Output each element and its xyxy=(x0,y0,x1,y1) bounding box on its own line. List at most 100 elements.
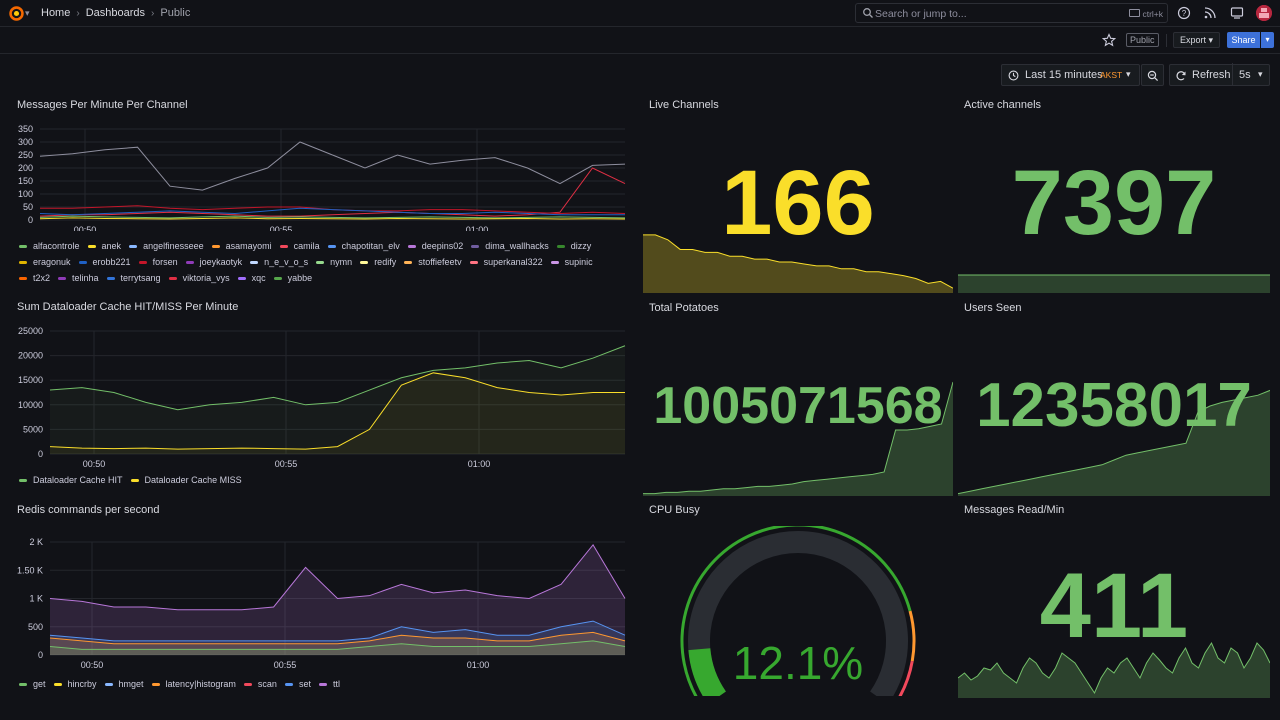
series-line xyxy=(49,640,626,650)
legend-item[interactable]: t2x2 xyxy=(19,270,50,286)
legend-label: forsen xyxy=(152,257,178,267)
refresh-button[interactable]: Refresh 5s ▾ xyxy=(1169,63,1270,86)
gauge-value-arc xyxy=(688,647,727,696)
messages-per-minute-chart[interactable]: 350 300 250 200 150 100 50 0 00:50 00:55 01:00 xyxy=(0,121,632,231)
legend-item[interactable]: telinha xyxy=(58,270,99,286)
share-button[interactable]: Share xyxy=(1227,32,1260,48)
legend-item[interactable]: superkanal322 xyxy=(469,254,543,270)
breadcrumb-home[interactable]: Home xyxy=(41,7,71,19)
legend-item[interactable]: terrytsang xyxy=(106,270,161,286)
legend-item[interactable]: deepins02 xyxy=(407,238,463,254)
panel-title: Total Potatoes xyxy=(649,302,719,314)
legend-item[interactable]: dima_wallhacks xyxy=(471,238,549,254)
x-tick-label: 00:50 xyxy=(74,225,97,231)
legend-label: eragonuk xyxy=(33,257,71,267)
x-tick-label: 01:00 xyxy=(466,225,489,231)
kiosk-mode-icon[interactable] xyxy=(1230,6,1244,20)
legend-item[interactable]: viktoria_vys xyxy=(168,270,230,286)
legend-item[interactable]: stoffiefeetv xyxy=(404,254,462,270)
breadcrumb-dashboards[interactable]: Dashboards xyxy=(85,7,146,19)
x-tick-label: 00:55 xyxy=(274,660,297,670)
legend-swatch xyxy=(106,276,115,280)
legend-item[interactable]: forsen xyxy=(138,254,178,270)
legend-swatch xyxy=(316,260,325,264)
legend-swatch xyxy=(243,682,252,686)
panel-total-potatoes: Total Potatoes 1005071568 xyxy=(643,294,953,496)
legend-label: dima_wallhacks xyxy=(485,241,549,251)
chevron-down-icon[interactable]: ▾ xyxy=(1258,69,1263,79)
legend-swatch xyxy=(19,244,27,248)
menu-toggle-caret-icon[interactable]: ▾ xyxy=(25,8,30,18)
redis-commands-chart[interactable]: 2 K 1.50 K 1 K 500 0 00:50 00:55 01:00 xyxy=(0,534,632,676)
dataloader-cache-chart[interactable]: 25000 20000 15000 10000 5000 0 00:50 00:55 01:00 xyxy=(0,323,632,473)
grafana-logo-icon[interactable] xyxy=(8,5,25,22)
legend-swatch xyxy=(404,260,413,264)
legend-item[interactable]: get xyxy=(19,676,46,692)
legend-item[interactable]: Dataloader Cache MISS xyxy=(130,472,242,488)
rss-icon[interactable] xyxy=(1203,6,1217,20)
sparkline-line xyxy=(958,641,1270,695)
chevron-right-icon: › xyxy=(151,7,155,19)
series-line xyxy=(39,217,626,220)
y-tick-label: 350 xyxy=(18,124,33,134)
legend-item[interactable]: n_e_v_o_s xyxy=(250,254,308,270)
time-range-picker[interactable]: Last 15 minutes AKST ▾ xyxy=(1001,64,1140,86)
avatar[interactable] xyxy=(1256,5,1272,21)
chevron-down-icon: ▾ xyxy=(1265,35,1270,44)
legend-item[interactable]: erobb221 xyxy=(78,254,131,270)
legend-item[interactable]: asamayomi xyxy=(211,238,272,254)
legend-item[interactable]: nymn xyxy=(316,254,352,270)
search-input[interactable]: Search or jump to... ctrl+k xyxy=(855,3,1168,23)
stat-value: 7397 xyxy=(1011,152,1217,254)
legend-item[interactable]: redify xyxy=(360,254,396,270)
y-tick-label: 0 xyxy=(38,650,43,660)
search-shortcut: ctrl+k xyxy=(1142,9,1163,19)
legend-item[interactable]: xqc xyxy=(237,270,266,286)
legend-item[interactable]: hincrby xyxy=(53,676,97,692)
legend-swatch xyxy=(78,260,87,264)
legend-item[interactable]: yabbe xyxy=(273,270,312,286)
y-tick-label: 100 xyxy=(18,189,33,199)
legend-label: camila xyxy=(293,241,320,251)
legend-item[interactable]: eragonuk xyxy=(19,254,71,270)
x-tick-label: 01:00 xyxy=(468,459,491,469)
top-navbar: ▾ Home › Dashboards › Public Search or j… xyxy=(0,0,1280,27)
panel-dataloader-cache: Sum Dataloader Cache HIT/MISS Per Minute… xyxy=(0,293,632,493)
panel-title: Redis commands per second xyxy=(17,504,160,516)
legend-swatch xyxy=(211,244,220,248)
y-tick-label: 500 xyxy=(28,622,43,632)
help-icon[interactable]: ? xyxy=(1177,6,1191,20)
legend-item[interactable]: joeykaotyk xyxy=(185,254,242,270)
legend-label: Dataloader Cache MISS xyxy=(144,475,242,485)
legend-label: asamayomi xyxy=(225,241,272,251)
legend-item[interactable]: dizzy xyxy=(556,238,591,254)
star-icon[interactable] xyxy=(1102,33,1116,47)
legend-item[interactable]: latency|histogram xyxy=(151,676,236,692)
legend-item[interactable]: set xyxy=(284,676,311,692)
stat-value: 1005071568 xyxy=(653,377,943,435)
legend-item[interactable]: Dataloader Cache HIT xyxy=(19,472,123,488)
export-button[interactable]: Export ▾ xyxy=(1173,32,1221,48)
y-tick-label: 300 xyxy=(18,137,33,147)
dashboard-controls-bar: Public Export ▾ Share ▾ xyxy=(0,27,1280,54)
stat-value: 12358017 xyxy=(976,371,1252,440)
panel-messages-per-minute: Messages Per Minute Per Channel 350 300 25… xyxy=(0,91,632,291)
legend-label: chapotitan_elv xyxy=(341,241,400,251)
legend-item[interactable]: alfacontrole xyxy=(19,238,80,254)
panel-messages-read: Messages Read/Min 411 xyxy=(958,496,1270,706)
refresh-interval[interactable]: 5s xyxy=(1239,69,1251,81)
legend-swatch xyxy=(19,478,27,482)
legend-item[interactable]: angelfinesseee xyxy=(129,238,204,254)
legend-item[interactable]: hmget xyxy=(104,676,144,692)
share-options-button[interactable]: ▾ xyxy=(1261,32,1274,48)
legend-item[interactable]: scan xyxy=(243,676,277,692)
panel-title: Live Channels xyxy=(649,99,719,111)
legend-item[interactable]: camila xyxy=(279,238,320,254)
legend-item[interactable]: chapotitan_elv xyxy=(327,238,400,254)
zoom-out-button[interactable] xyxy=(1141,64,1164,86)
legend-item[interactable]: ttl xyxy=(318,676,340,692)
legend-item[interactable]: anek xyxy=(87,238,121,254)
x-tick-label: 00:50 xyxy=(83,459,106,469)
legend-swatch xyxy=(550,260,559,264)
legend-item[interactable]: supinic xyxy=(550,254,593,270)
